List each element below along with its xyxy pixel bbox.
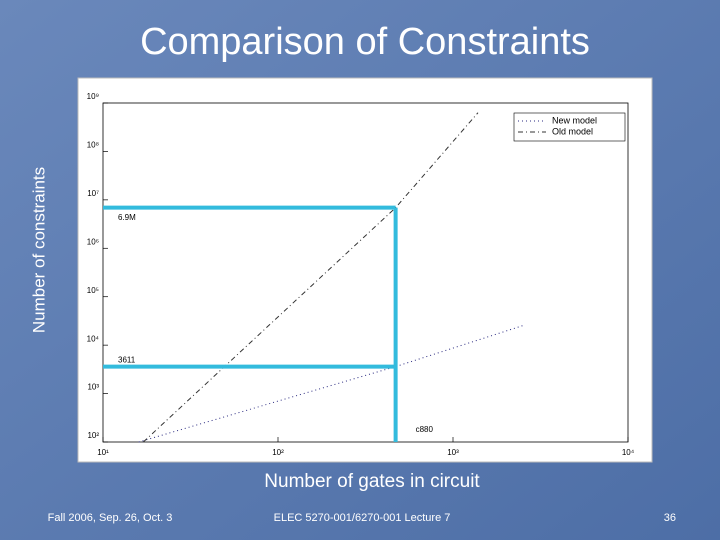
page-number: 36 xyxy=(664,512,676,524)
chart-title: Comparison of Constraints xyxy=(140,21,590,63)
legend-label: Old model xyxy=(552,126,593,136)
x-tick-label: 10¹ xyxy=(97,448,109,457)
y-tick-label: 10² xyxy=(87,431,99,440)
y-tick-label: 10⁷ xyxy=(87,189,99,198)
x-tick-label: 10² xyxy=(272,448,284,457)
legend-label: New model xyxy=(552,115,597,125)
y-tick-label: 10⁹ xyxy=(87,92,99,101)
y-tick-label: 10³ xyxy=(87,383,99,392)
y-tick-label: 10⁶ xyxy=(87,237,99,246)
highlight-label: 3611 xyxy=(118,356,136,365)
y-tick-label: 10⁸ xyxy=(87,141,99,150)
plot-panel xyxy=(77,77,653,463)
footer-center: ELEC 5270-001/6270-001 Lecture 7 xyxy=(274,512,451,524)
highlight-label: 6.9M xyxy=(118,213,136,222)
y-tick-label: 10⁵ xyxy=(87,286,99,295)
x-axis-label: Number of gates in circuit xyxy=(264,471,480,492)
legend-box xyxy=(513,112,626,142)
footer-left: Fall 2006, Sep. 26, Oct. 3 xyxy=(48,512,173,524)
y-tick-label: 10⁴ xyxy=(87,334,100,343)
axes-frame xyxy=(102,102,629,443)
x-tick-label: 10⁴ xyxy=(622,448,635,457)
y-axis-label: Number of constraints xyxy=(29,167,48,333)
highlight-x-label: c880 xyxy=(416,425,434,434)
x-tick-label: 10³ xyxy=(447,448,459,457)
